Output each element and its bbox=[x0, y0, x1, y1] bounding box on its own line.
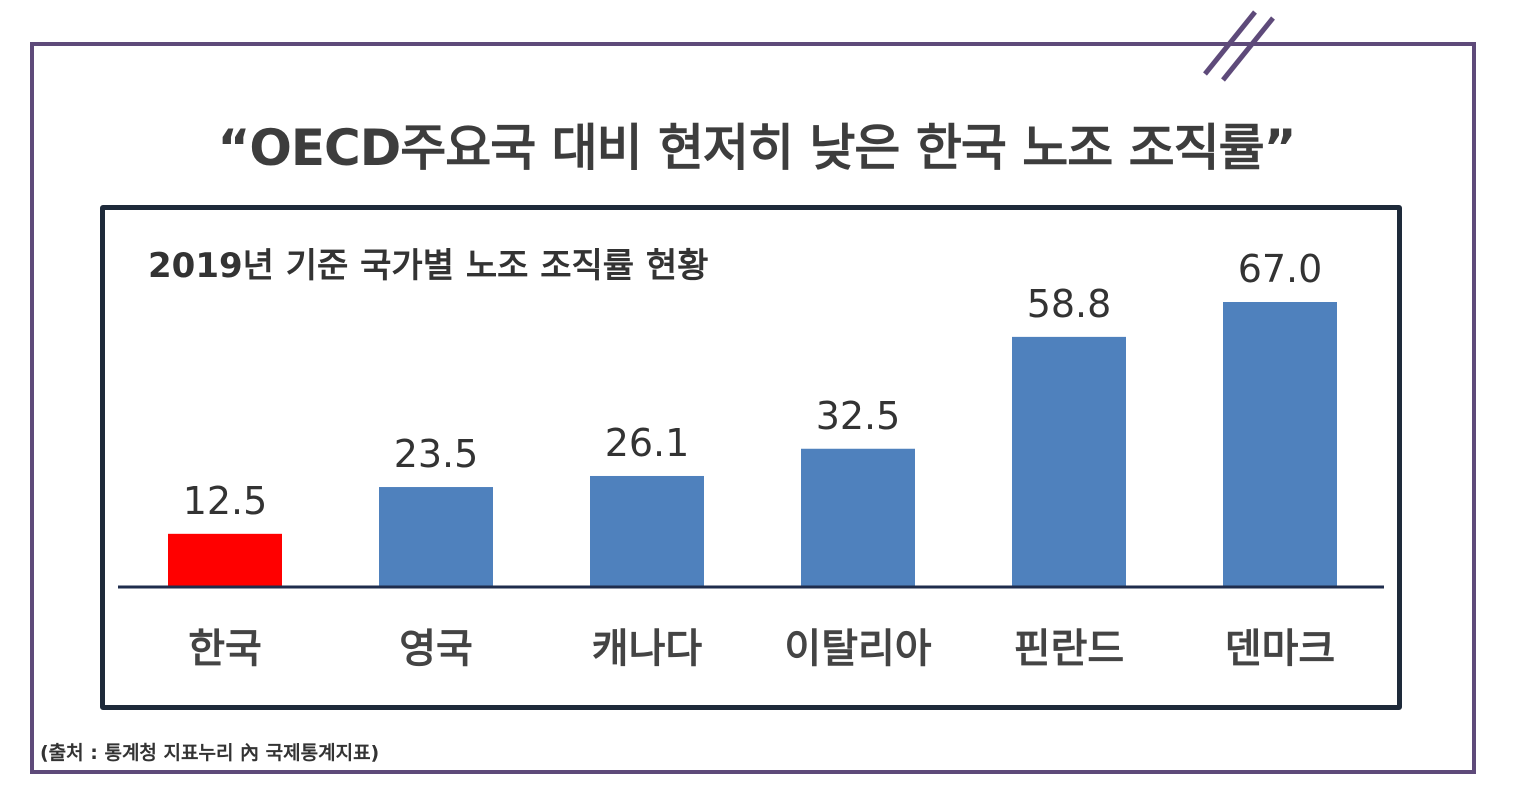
data-label-0: 12.5 bbox=[183, 479, 268, 523]
chart-title: 2019년 기준 국가별 노조 조직률 현황 bbox=[148, 246, 709, 286]
bar-4 bbox=[1012, 336, 1126, 587]
chart-frame bbox=[100, 205, 1402, 710]
data-label-5: 67.0 bbox=[1238, 247, 1323, 291]
category-label-1: 영국 bbox=[399, 626, 473, 672]
bar-5 bbox=[1223, 302, 1337, 587]
bar-2 bbox=[590, 475, 704, 587]
source-note: (출처 : 통계청 지표누리 內 국제통계지표) bbox=[40, 742, 380, 764]
category-label-3: 이탈리아 bbox=[784, 626, 931, 672]
bar-0 bbox=[168, 533, 282, 587]
double-slash-mark bbox=[1203, 10, 1275, 82]
category-label-0: 한국 bbox=[188, 626, 262, 672]
data-label-3: 32.5 bbox=[816, 394, 901, 438]
category-label-4: 핀란드 bbox=[1014, 626, 1124, 672]
page-title: “OECD주요국 대비 현저히 낮은 한국 노조 조직률” bbox=[217, 119, 1296, 177]
data-label-2: 26.1 bbox=[605, 421, 690, 465]
outer-frame bbox=[30, 42, 1476, 774]
bar-3 bbox=[801, 448, 915, 587]
category-label-5: 덴마크 bbox=[1225, 626, 1335, 672]
bar-1 bbox=[379, 487, 493, 587]
category-label-2: 캐나다 bbox=[592, 626, 703, 672]
data-label-1: 23.5 bbox=[394, 432, 479, 476]
data-label-4: 58.8 bbox=[1027, 282, 1112, 326]
